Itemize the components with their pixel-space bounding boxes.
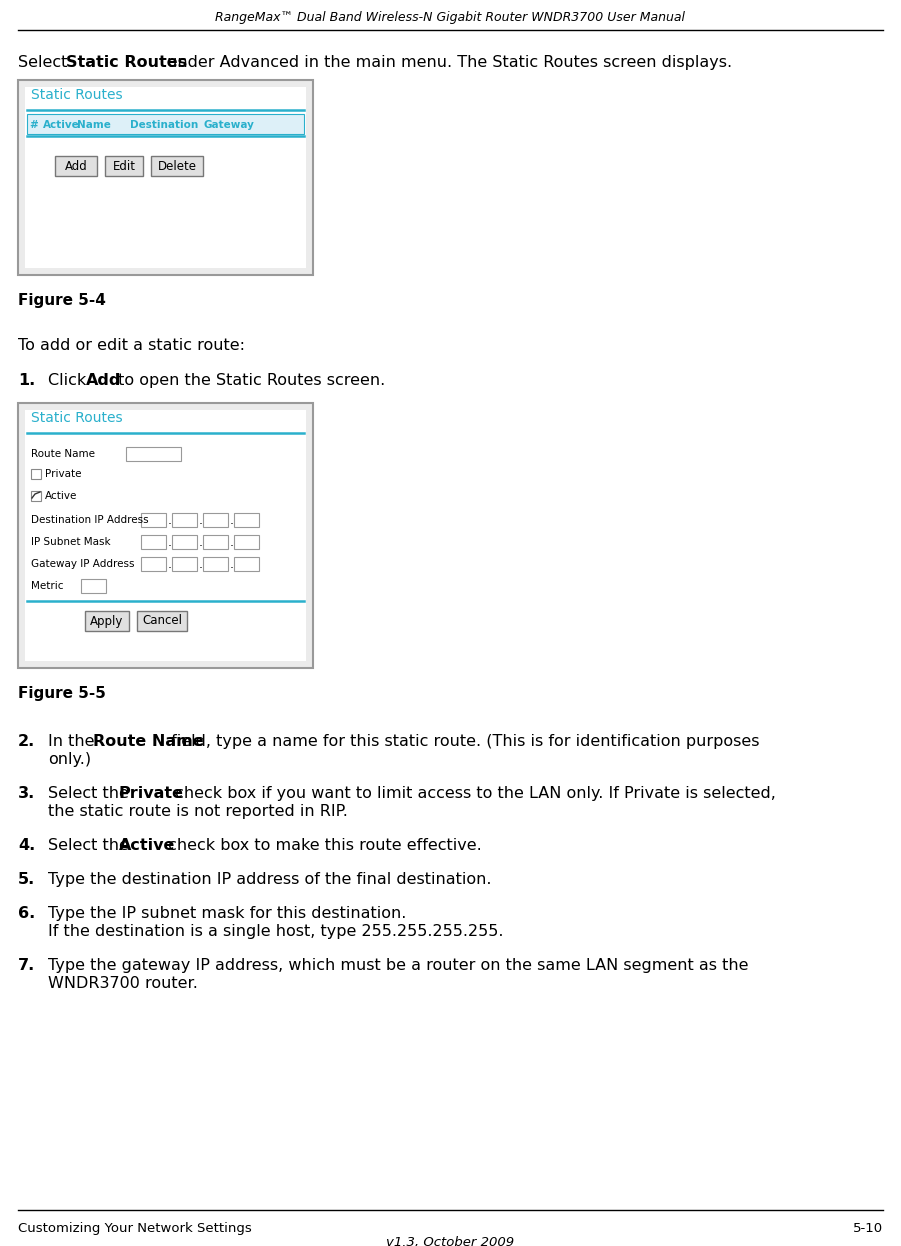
- Bar: [18, 80, 313, 275]
- Text: Customizing Your Network Settings: Customizing Your Network Settings: [18, 1222, 251, 1235]
- Text: Type the gateway IP address, which must be a router on the same LAN segment as t: Type the gateway IP address, which must …: [48, 958, 749, 973]
- Text: Figure 5-4: Figure 5-4: [18, 293, 106, 308]
- Text: To add or edit a static route:: To add or edit a static route:: [18, 338, 245, 353]
- Bar: [105, 156, 143, 176]
- Text: Active: Active: [119, 839, 176, 854]
- Text: Add: Add: [86, 373, 122, 388]
- Bar: [137, 611, 187, 630]
- Text: WNDR3700 router.: WNDR3700 router.: [48, 976, 198, 991]
- Text: Add: Add: [65, 159, 87, 172]
- Text: under Advanced in the main menu. The Static Routes screen displays.: under Advanced in the main menu. The Sta…: [162, 55, 733, 70]
- Text: 2.: 2.: [18, 734, 35, 749]
- Text: Active: Active: [43, 120, 80, 130]
- Text: 5-10: 5-10: [853, 1222, 883, 1235]
- Text: Type the IP subnet mask for this destination.: Type the IP subnet mask for this destina…: [48, 906, 406, 921]
- Bar: [234, 513, 259, 527]
- Text: Static Routes: Static Routes: [66, 55, 187, 70]
- Text: Route Name: Route Name: [31, 449, 95, 459]
- Bar: [141, 513, 166, 527]
- Bar: [203, 535, 228, 549]
- Text: v1.3, October 2009: v1.3, October 2009: [386, 1236, 514, 1246]
- Text: #: #: [29, 120, 38, 130]
- Bar: [55, 156, 97, 176]
- Bar: [203, 513, 228, 527]
- Text: Select the: Select the: [48, 786, 134, 801]
- Text: Metric: Metric: [31, 581, 63, 591]
- Bar: [151, 156, 203, 176]
- Text: RangeMax™ Dual Band Wireless-N Gigabit Router WNDR3700 User Manual: RangeMax™ Dual Band Wireless-N Gigabit R…: [215, 11, 685, 25]
- Text: 5.: 5.: [18, 872, 35, 887]
- Text: .: .: [230, 536, 234, 548]
- Bar: [25, 410, 306, 660]
- Text: .: .: [199, 536, 203, 548]
- Text: Private: Private: [119, 786, 184, 801]
- Text: 1.: 1.: [18, 373, 35, 388]
- Text: Static Routes: Static Routes: [31, 88, 123, 102]
- Bar: [31, 491, 41, 501]
- Text: Destination: Destination: [130, 120, 198, 130]
- Bar: [141, 535, 166, 549]
- Text: Delete: Delete: [158, 159, 196, 172]
- Bar: [234, 557, 259, 571]
- Text: Route Name: Route Name: [93, 734, 204, 749]
- Text: check box if you want to limit access to the LAN only. If Private is selected,: check box if you want to limit access to…: [170, 786, 776, 801]
- Text: Static Routes: Static Routes: [31, 411, 123, 425]
- Text: IP Subnet Mask: IP Subnet Mask: [31, 537, 111, 547]
- Bar: [27, 113, 304, 135]
- Text: field, type a name for this static route. (This is for identification purposes: field, type a name for this static route…: [166, 734, 760, 749]
- Bar: [234, 535, 259, 549]
- Bar: [172, 557, 197, 571]
- Bar: [85, 611, 129, 630]
- Text: Destination IP Address: Destination IP Address: [31, 515, 149, 525]
- Bar: [81, 579, 106, 593]
- Bar: [172, 535, 197, 549]
- Text: Name: Name: [77, 120, 111, 130]
- Text: Cancel: Cancel: [142, 614, 182, 628]
- Text: Private: Private: [45, 468, 81, 478]
- Bar: [172, 513, 197, 527]
- Text: the static route is not reported in RIP.: the static route is not reported in RIP.: [48, 804, 348, 819]
- Text: If the destination is a single host, type 255.255.255.255.: If the destination is a single host, typ…: [48, 925, 504, 939]
- Text: to open the Static Routes screen.: to open the Static Routes screen.: [113, 373, 386, 388]
- Text: .: .: [168, 513, 172, 527]
- Text: check box to make this route effective.: check box to make this route effective.: [163, 839, 481, 854]
- Text: .: .: [168, 536, 172, 548]
- Bar: [18, 402, 313, 668]
- Text: only.): only.): [48, 753, 91, 768]
- Text: Gateway: Gateway: [203, 120, 254, 130]
- Text: .: .: [199, 513, 203, 527]
- Text: Edit: Edit: [113, 159, 135, 172]
- Text: 3.: 3.: [18, 786, 35, 801]
- Text: 6.: 6.: [18, 906, 35, 921]
- Bar: [203, 557, 228, 571]
- Bar: [141, 557, 166, 571]
- Text: Select: Select: [18, 55, 72, 70]
- Bar: [31, 468, 41, 478]
- Text: Active: Active: [45, 491, 77, 501]
- Text: 4.: 4.: [18, 839, 35, 854]
- Text: Type the destination IP address of the final destination.: Type the destination IP address of the f…: [48, 872, 492, 887]
- Text: Select the: Select the: [48, 839, 134, 854]
- Text: Figure 5-5: Figure 5-5: [18, 687, 106, 701]
- Text: 7.: 7.: [18, 958, 35, 973]
- Text: In the: In the: [48, 734, 100, 749]
- Text: .: .: [199, 557, 203, 571]
- Text: Apply: Apply: [90, 614, 123, 628]
- Text: Gateway IP Address: Gateway IP Address: [31, 559, 134, 569]
- Bar: [126, 447, 181, 461]
- Bar: [25, 87, 306, 268]
- Text: Click: Click: [48, 373, 91, 388]
- Text: .: .: [168, 557, 172, 571]
- Text: .: .: [230, 513, 234, 527]
- Text: .: .: [230, 557, 234, 571]
